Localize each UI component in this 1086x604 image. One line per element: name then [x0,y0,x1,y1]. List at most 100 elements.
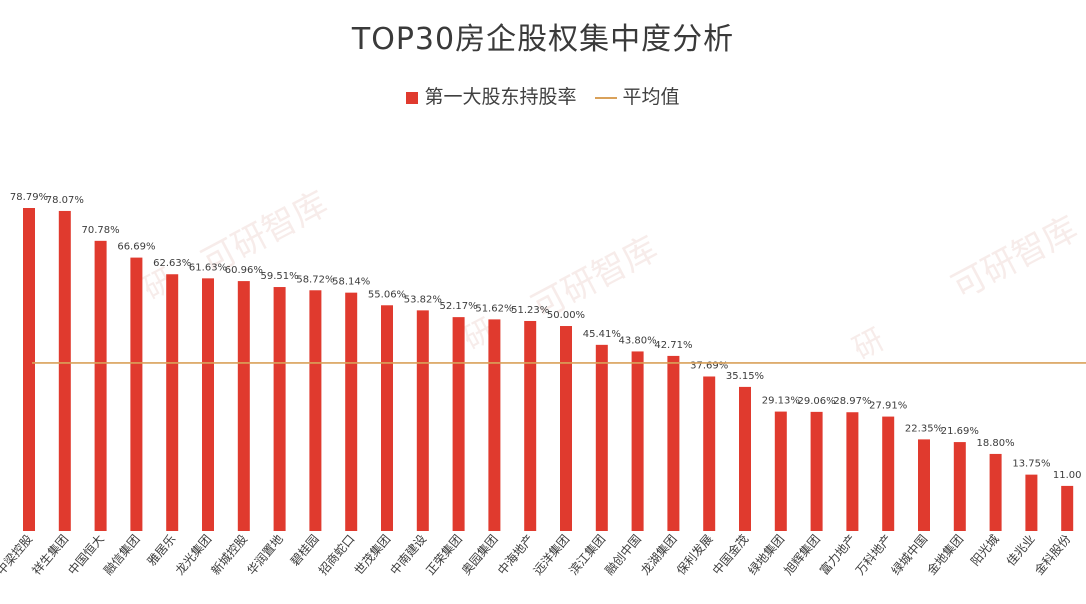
data-label-28: 18.80% [977,438,1015,449]
category-label-11: 世茂集团 [351,531,393,577]
data-label-17: 45.41% [583,329,621,340]
category-label-29: 佳兆业 [1004,532,1038,569]
data-label-15: 51.23% [511,305,549,316]
category-label-18: 融创中国 [602,531,644,577]
category-label-21: 中国金茂 [709,531,751,577]
data-label-30: 11.00 [1053,470,1082,481]
bar-28 [989,453,1002,531]
category-label-22: 绿地集团 [745,531,787,577]
category-label-17: 滨江集团 [566,531,608,577]
data-label-13: 52.17% [440,301,478,312]
legend-item-line: 平均值 [594,82,680,109]
chart-legend: 第一大股东持股率 平均值 [0,82,1086,109]
bar-4 [130,257,143,531]
data-label-24: 28.97% [833,396,871,407]
bar-3 [94,240,107,531]
bar-16 [560,326,572,531]
bar-18 [631,351,644,531]
category-label-10: 招商蛇口 [315,531,357,577]
category-label-23: 旭辉集团 [781,531,823,577]
bar-1 [23,208,35,531]
data-label-25: 27.91% [869,401,907,412]
category-label-28: 阳光城 [968,532,1002,569]
bar-19 [667,355,680,531]
bar-21 [739,386,751,531]
category-label-5: 雅居乐 [144,531,179,568]
chart-title: TOP30房企股权集中度分析 [351,22,735,57]
data-label-21: 35.15% [726,371,764,382]
category-label-2: 祥生集团 [29,531,71,577]
legend-bar-swatch [406,91,419,104]
bar-9 [309,290,322,531]
data-label-10: 58.14% [332,277,370,288]
watermark-text: 研 [847,322,890,367]
data-label-8: 59.51% [261,271,299,282]
category-label-25: 万科地产 [853,532,895,578]
bar-7 [237,281,250,531]
bar-24 [846,412,859,531]
bar-27 [953,442,966,531]
bar-12 [416,310,429,531]
category-label-27: 金地集团 [924,531,966,577]
bar-14 [488,319,501,531]
category-label-1: 中梁控股 [0,531,35,577]
data-label-18: 43.80% [619,335,657,346]
category-label-9: 碧桂园 [287,531,322,568]
data-label-5: 62.63% [153,258,191,269]
data-label-3: 70.78% [82,225,120,236]
data-label-26: 22.35% [905,423,943,434]
category-label-14: 奥园集团 [458,531,500,577]
category-label-24: 富力地产 [816,531,858,577]
data-label-6: 61.63% [189,262,227,273]
bar-15 [524,320,537,531]
bar-17 [595,344,608,531]
data-label-9: 58.72% [296,274,334,285]
category-label-15: 中海地产 [494,531,536,577]
category-label-19: 龙湖集团 [637,531,679,577]
bar-29 [1025,474,1038,531]
legend-bar-label: 第一大股东持股率 [424,86,577,108]
category-label-6: 龙光集团 [172,531,214,577]
legend-line-label: 平均值 [622,86,680,108]
bar-6 [202,278,214,531]
bar-26 [918,439,930,531]
category-label-20: 保利发展 [673,531,715,577]
category-label-7: 新城控股 [208,531,250,577]
data-label-1: 78.79% [10,192,48,203]
bar-23 [810,411,823,531]
bar-13 [452,317,465,531]
data-label-2: 78.07% [46,195,84,206]
data-label-29: 13.75% [1012,459,1050,470]
data-label-14: 51.62% [475,303,513,314]
category-label-16: 远洋集团 [530,531,572,577]
data-label-27: 21.69% [941,426,979,437]
bar-2 [58,210,71,531]
category-label-3: 中国恒大 [65,531,107,577]
category-label-30: 金科股份 [1031,531,1073,577]
legend-item-bar: 第一大股东持股率 [406,82,576,109]
bar-5 [166,274,179,531]
data-label-19: 42.71% [654,340,692,351]
bar-10 [345,292,358,531]
category-label-12: 中南建设 [387,531,429,577]
category-label-13: 正荣集团 [423,531,465,577]
bar-30 [1061,485,1074,531]
bar-22 [774,411,787,531]
data-label-7: 60.96% [225,265,263,276]
bar-8 [273,287,286,531]
bar-11 [381,305,393,531]
data-label-20: 37.69% [690,360,728,371]
data-label-23: 29.06% [798,396,836,407]
data-label-22: 29.13% [762,396,800,407]
category-label-8: 华润置地 [244,532,286,578]
bar-20 [703,376,716,531]
watermark-text: 可研智库 [945,209,1084,308]
bar-25 [882,416,895,531]
data-label-11: 55.06% [368,289,406,300]
data-label-4: 66.69% [117,242,155,253]
legend-line-swatch [594,96,617,99]
category-label-26: 绿城中国 [888,531,930,577]
data-label-12: 53.82% [404,294,442,305]
category-label-4: 融信集团 [100,531,142,577]
